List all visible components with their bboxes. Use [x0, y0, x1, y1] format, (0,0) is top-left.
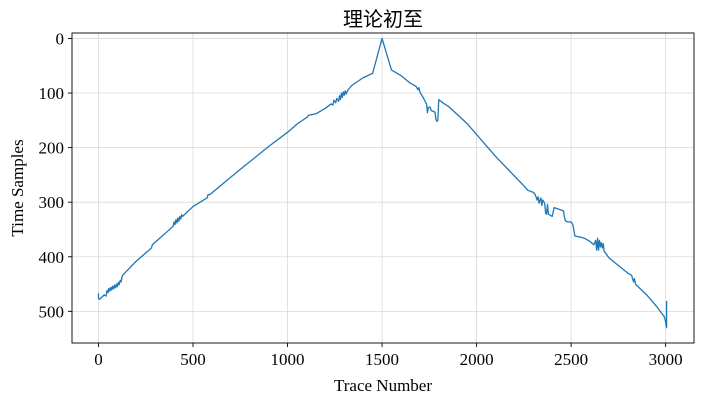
plot-area-frame [71, 32, 695, 344]
x-tick-label: 1000 [271, 350, 305, 369]
x-axis-label: Trace Number [334, 376, 432, 395]
series-layer [97, 37, 668, 329]
y-axis-ticks: 0 100 200 300 400 500 [39, 29, 72, 321]
y-axis-label: Time Samples [8, 139, 27, 236]
x-tick-label: 3000 [649, 350, 683, 369]
y-tick-label: 100 [39, 84, 65, 103]
x-tick-label: 2500 [554, 350, 588, 369]
y-tick-label: 500 [39, 302, 65, 321]
x-tick-label: 0 [94, 350, 103, 369]
chart-title: 理论初至 [343, 7, 423, 31]
x-axis-ticks: 0 500 1000 1500 2000 2500 3000 [94, 343, 683, 369]
x-tick-label: 500 [180, 350, 206, 369]
y-tick-label: 200 [39, 139, 65, 158]
y-tick-label: 300 [39, 193, 65, 212]
x-tick-label: 1500 [365, 350, 399, 369]
first-arrival-line [97, 37, 668, 329]
x-tick-label: 2000 [460, 350, 494, 369]
y-tick-label: 400 [39, 248, 65, 267]
y-tick-label: 0 [56, 29, 65, 48]
grid-lines [72, 33, 694, 343]
